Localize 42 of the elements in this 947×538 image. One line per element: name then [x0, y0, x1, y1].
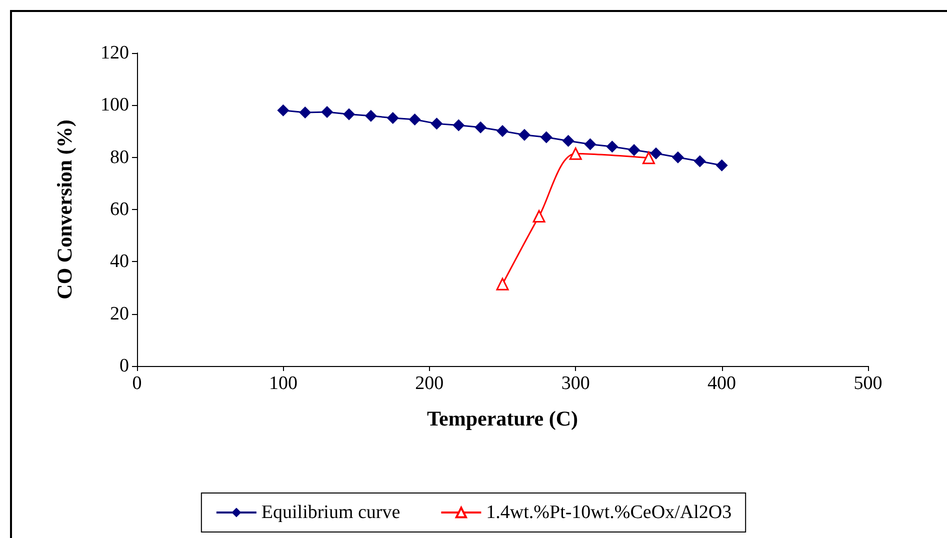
y-tick-label: 100 [100, 94, 129, 116]
point [430, 118, 443, 130]
point [562, 134, 574, 147]
point [496, 124, 508, 137]
y-tick-label: 20 [110, 303, 129, 324]
point [474, 121, 487, 134]
y-tick-label: 80 [110, 146, 129, 168]
point [408, 114, 421, 126]
x-axis-title: Temperature (C) [426, 406, 578, 430]
point [452, 119, 465, 132]
x-tick-label: 100 [268, 373, 298, 394]
point [277, 104, 290, 116]
point [606, 140, 618, 153]
y-tick-label: 60 [110, 199, 129, 220]
point [628, 144, 640, 156]
point [386, 112, 399, 124]
point [672, 151, 684, 164]
point [584, 138, 596, 150]
x-tick-label: 200 [415, 373, 444, 394]
point [569, 147, 582, 160]
x-tick-label: 0 [132, 373, 142, 394]
point [364, 110, 377, 122]
point [299, 106, 312, 118]
y-axis-title: CO Conversion (%) [52, 120, 76, 300]
x-tick-label: 500 [854, 373, 882, 394]
legend-label: Equilibrium curve [261, 502, 400, 523]
point [342, 108, 355, 120]
legend-label: 1.4wt.%Pt-10wt.%CeOx/Al2O3 [486, 502, 732, 523]
point [716, 159, 728, 172]
point [650, 147, 662, 160]
point [321, 106, 334, 118]
point [694, 155, 706, 168]
x-tick-label: 300 [561, 373, 590, 394]
y-tick-label: 120 [100, 42, 129, 64]
point [642, 152, 655, 164]
y-tick-label: 40 [110, 251, 129, 272]
y-tick-label: 0 [120, 356, 129, 376]
point [540, 131, 552, 144]
point [518, 128, 530, 141]
point [532, 210, 546, 223]
x-tick-label: 400 [708, 373, 736, 394]
point [496, 278, 509, 290]
